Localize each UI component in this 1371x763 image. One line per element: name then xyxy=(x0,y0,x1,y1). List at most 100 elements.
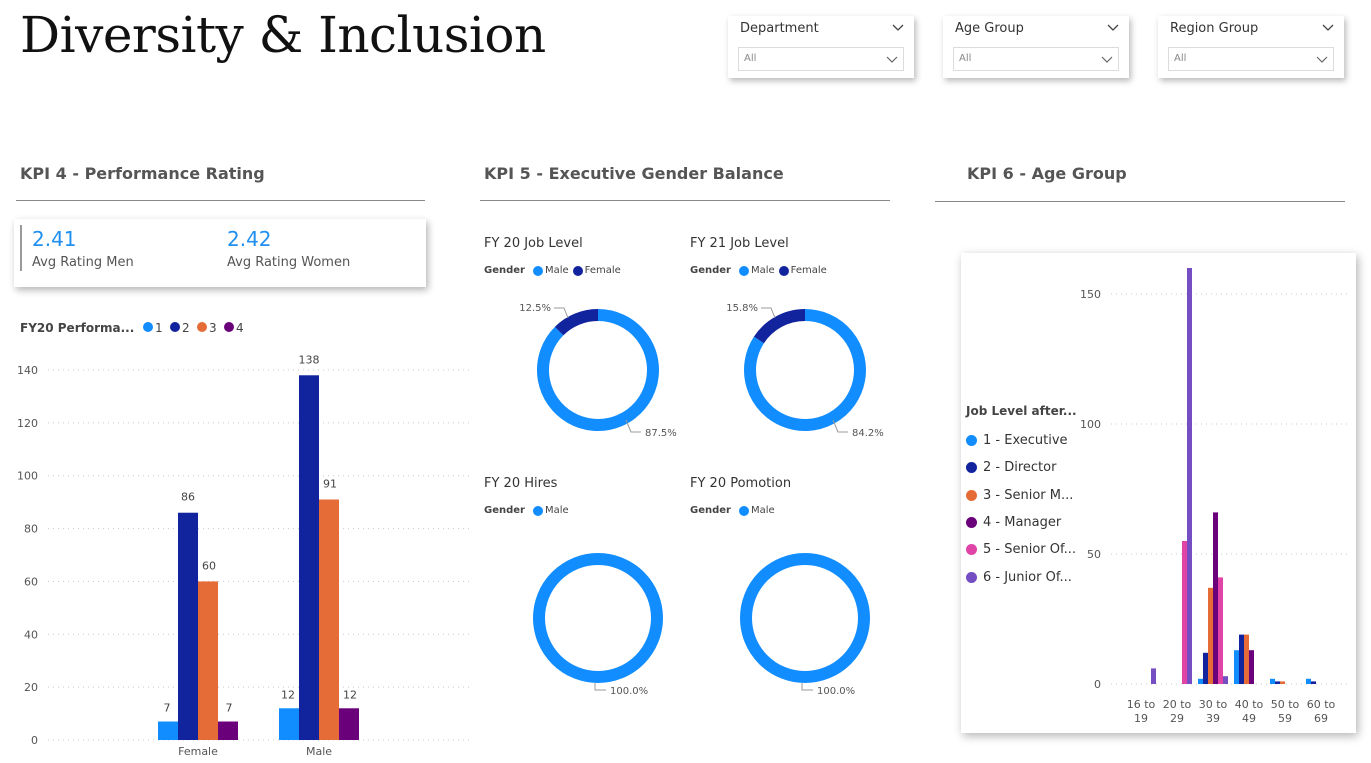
department-slicer[interactable]: Department All xyxy=(728,16,914,78)
legend-entry[interactable]: Male xyxy=(738,505,775,516)
y-tick-label: 120 xyxy=(17,417,38,430)
legend-entry[interactable]: 5 - Senior Of... xyxy=(966,536,1077,563)
chevron-down-icon[interactable] xyxy=(1316,54,1328,64)
x-tick-label: 60 to xyxy=(1307,698,1336,711)
kpi5-title: KPI 5 - Executive Gender Balance xyxy=(484,164,784,183)
y-tick-label: 20 xyxy=(24,681,38,694)
bar xyxy=(1234,650,1239,684)
kpi4-title: KPI 4 - Performance Rating xyxy=(20,164,265,183)
legend-dot xyxy=(532,265,543,276)
x-tick-label: 39 xyxy=(1206,712,1220,725)
slice-label: 87.5% xyxy=(645,428,677,439)
legend-entry[interactable]: 6 - Junior Of... xyxy=(966,563,1077,590)
donut-slice-female xyxy=(753,309,806,344)
legend-entry[interactable]: Male xyxy=(532,265,569,276)
legend-entry[interactable]: 1 - Executive xyxy=(966,427,1077,454)
donut-title: FY 20 Job Level xyxy=(484,236,583,251)
performance-rating-chart[interactable]: FY20 Performa... 1 2 3 4020406080100120140Fe… xyxy=(0,310,480,763)
chevron-down-icon[interactable] xyxy=(1101,54,1113,64)
legend-label: 4 xyxy=(236,321,244,335)
chevron-down-icon[interactable] xyxy=(1322,22,1334,32)
job-level-legend: Job Level after... 1 - Executive 2 - Direc… xyxy=(966,404,1077,591)
bar xyxy=(1218,577,1223,684)
bar xyxy=(339,708,359,740)
kpi5-divider xyxy=(480,200,890,201)
chevron-down-icon[interactable] xyxy=(1107,22,1119,32)
chevron-down-icon[interactable] xyxy=(886,54,898,64)
slicer-title: Department xyxy=(740,21,819,36)
legend-label: 2 xyxy=(182,321,190,335)
data-label: 91 xyxy=(323,478,337,491)
legend-dot xyxy=(532,505,543,516)
legend-entry[interactable]: Male xyxy=(738,265,775,276)
legend-label: 5 - Senior Of... xyxy=(983,542,1077,558)
bar xyxy=(1203,652,1208,684)
label-leader xyxy=(761,307,776,319)
legend-dot xyxy=(966,544,977,556)
data-label: 12 xyxy=(281,688,295,701)
data-label: 86 xyxy=(181,491,195,504)
page-title: Diversity & Inclusion xyxy=(20,6,546,64)
y-tick-label: 0 xyxy=(31,734,38,747)
age-group-slicer[interactable]: Age Group All xyxy=(943,16,1129,78)
data-label: 12 xyxy=(343,688,357,701)
legend-dot xyxy=(966,489,977,501)
bar xyxy=(299,375,319,740)
legend-dot xyxy=(966,571,977,583)
age-group-card[interactable]: Job Level after... 1 - Executive 2 - Direc… xyxy=(961,253,1356,733)
slicer-value: All xyxy=(744,53,757,64)
donut-slice-female xyxy=(554,309,599,336)
legend-entry[interactable]: 3 - Senior M... xyxy=(966,482,1077,509)
gender-donut-charts[interactable]: 12.5% 87.5% 15.8% 84.2% 100.0% 100.0% xyxy=(480,280,900,720)
rating-card[interactable]: 2.41 Avg Rating Men 2.42 Avg Rating Wome… xyxy=(14,219,426,287)
legend-entry[interactable]: Male xyxy=(532,505,569,516)
kpi6-divider xyxy=(935,201,1345,202)
x-tick-label: 30 to xyxy=(1199,698,1228,711)
region-group-slicer[interactable]: Region Group All xyxy=(1158,16,1344,78)
slice-label: 100.0% xyxy=(817,686,855,697)
legend-entry[interactable]: 4 - Manager xyxy=(966,509,1077,536)
bar xyxy=(279,708,299,740)
x-tick-label: 29 xyxy=(1170,712,1184,725)
legend-entry[interactable]: Female xyxy=(572,265,621,276)
legend-label: Female xyxy=(790,265,827,276)
x-tick-label: 69 xyxy=(1314,712,1328,725)
donut-slice-male xyxy=(740,553,870,683)
bar xyxy=(1187,268,1192,684)
label-leader xyxy=(554,307,569,319)
x-tick-label: 19 xyxy=(1134,712,1148,725)
x-tick-label: 49 xyxy=(1242,712,1256,725)
slice-label: 15.8% xyxy=(726,303,758,314)
age-group-dropdown[interactable]: All xyxy=(953,47,1119,71)
legend-entry[interactable]: Female xyxy=(778,265,827,276)
avg-rating-women-value: 2.42 xyxy=(227,227,272,251)
donut-title: FY 21 Job Level xyxy=(690,236,789,251)
y-tick-label: 40 xyxy=(24,628,38,641)
donut-legend: Gender Male Female xyxy=(690,265,831,276)
chevron-down-icon[interactable] xyxy=(892,22,904,32)
legend-title: Gender xyxy=(690,505,731,516)
card-accent-bar xyxy=(20,225,22,271)
slice-label: 100.0% xyxy=(610,686,648,697)
legend-title: Gender xyxy=(690,265,731,276)
data-label: 7 xyxy=(164,702,171,715)
y-tick-label: 100 xyxy=(17,470,38,483)
bar xyxy=(1213,512,1218,684)
kpi6-title: KPI 6 - Age Group xyxy=(967,164,1127,183)
avg-rating-women-label: Avg Rating Women xyxy=(227,255,351,270)
donut-slice-male xyxy=(537,309,659,431)
data-label: 60 xyxy=(202,559,216,572)
x-tick-label: 40 to xyxy=(1235,698,1264,711)
department-dropdown[interactable]: All xyxy=(738,47,904,71)
legend-entry[interactable]: 2 - Director xyxy=(966,454,1077,481)
legend-dot xyxy=(738,505,749,516)
legend-title: FY20 Performa... xyxy=(20,321,134,335)
legend-dot xyxy=(143,322,153,332)
data-label: 7 xyxy=(226,702,233,715)
bar xyxy=(1311,681,1316,684)
y-tick-label: 50 xyxy=(1087,548,1101,561)
y-tick-label: 150 xyxy=(1080,288,1101,301)
slice-label: 84.2% xyxy=(852,428,884,439)
region-group-dropdown[interactable]: All xyxy=(1168,47,1334,71)
